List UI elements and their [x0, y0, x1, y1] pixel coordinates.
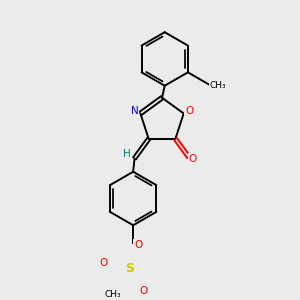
Text: N: N	[131, 106, 138, 116]
Text: O: O	[140, 286, 148, 296]
Text: O: O	[189, 154, 197, 164]
Text: S: S	[125, 262, 134, 275]
Text: O: O	[134, 240, 143, 250]
Text: O: O	[100, 258, 108, 268]
Text: CH₃: CH₃	[105, 290, 122, 299]
Text: O: O	[185, 106, 193, 116]
Text: H: H	[123, 149, 131, 159]
Text: CH₃: CH₃	[209, 81, 226, 90]
